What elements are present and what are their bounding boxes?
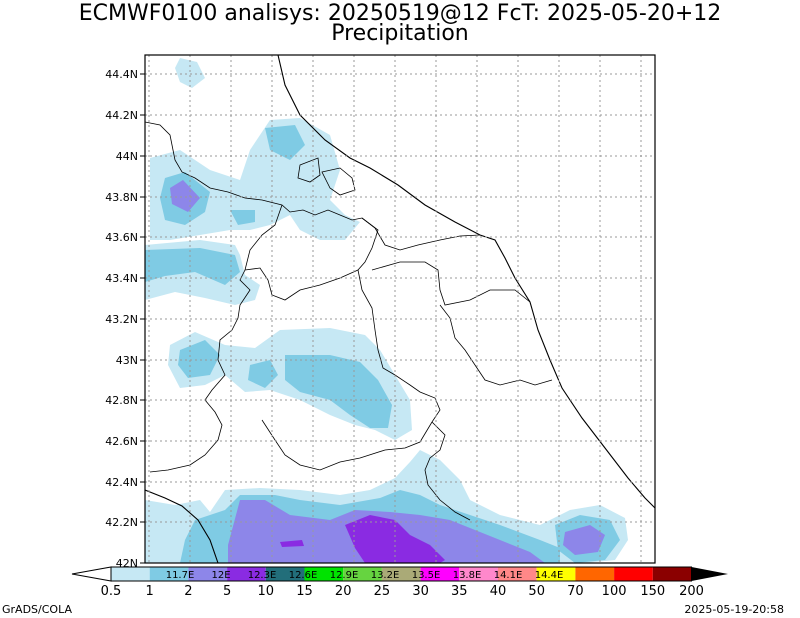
colorbar-over-arrow [691,567,728,581]
colorbar-frame [110,566,692,582]
colorbar-swatch [420,567,460,581]
lon-label: 12E [211,570,230,581]
map-frame [144,54,656,564]
colorbar-label: 2 [184,584,192,599]
map-title: ECMWF0100 analisys: 20250519@12 FcT: 202… [78,1,722,26]
lon-label: 14.4E [535,570,564,581]
lon-label: 12.6E [289,570,318,581]
colorbar-label: 35 [451,584,468,599]
lon-label: 14.1E [494,570,523,581]
precipitation-field [145,58,628,563]
lat-label: 43.2N [105,313,138,326]
colorbar-label: 10 [258,584,275,599]
colorbar-label: 30 [412,584,429,599]
colorbar-swatch [304,567,344,581]
lon-label: 12.3E [248,570,277,581]
lon-label: 13.8E [453,570,482,581]
colorbar-label: 100 [602,584,627,599]
colorbar-swatch [498,567,537,581]
colorbar-label: 1 [146,584,154,599]
lat-lon-grid [145,55,655,563]
lon-label: 13.2E [371,570,400,581]
lat-label: 42.8N [105,394,138,407]
lat-label: 44.2N [105,109,138,122]
lon-label: 11.7E [166,570,195,581]
lat-labels: 44.4N 44.2N 44N 43.8N 43.6N 43.4N 43.2N … [105,68,138,570]
lat-label: 43.4N [105,272,138,285]
colorbar-label: 20 [335,584,352,599]
colorbar-label: 5 [223,584,231,599]
colorbar-label: 150 [640,584,665,599]
colorbar-label: 25 [374,584,391,599]
colorbar-swatch [381,567,421,581]
lon-label: 13.5E [412,570,441,581]
colorbar-label: 40 [490,584,507,599]
colorbar-swatch [343,567,382,581]
lat-label: 44N [116,150,138,163]
map-subtitle: Precipitation [331,21,469,46]
lat-label: 42.6N [105,435,138,448]
colorbar-swatch [652,567,692,581]
colorbar-swatch [188,567,228,581]
coastline [145,55,655,563]
footer-timestamp: 2025-05-19-20:58 [684,603,784,616]
colorbar-label: 50 [528,584,545,599]
lat-label: 43.6N [105,231,138,244]
colorbar-label: 200 [679,584,704,599]
lat-label: 43.8N [105,191,138,204]
lat-ticks [140,73,145,564]
lon-label: 12.9E [330,570,359,581]
colorbar-swatch [149,567,189,581]
footer-software: GrADS/COLA [2,603,72,616]
lat-label: 44.4N [105,68,138,81]
colorbar-label: 70 [567,584,584,599]
colorbar-swatch [575,567,615,581]
colorbar-swatch [536,567,576,581]
colorbar-label: 15 [296,584,313,599]
colorbar-swatch [227,567,266,581]
colorbar-label: 0.5 [101,584,122,599]
colorbar-under-arrow [71,566,112,582]
lat-label: 42.4N [105,476,138,489]
colorbar-swatch [265,567,305,581]
colorbar-swatch [111,567,150,581]
lat-label: 42.2N [105,516,138,529]
colorbar-swatch [459,567,498,581]
lat-label: 43N [116,354,138,367]
region-borders [145,121,553,521]
colorbar-swatch [614,567,653,581]
